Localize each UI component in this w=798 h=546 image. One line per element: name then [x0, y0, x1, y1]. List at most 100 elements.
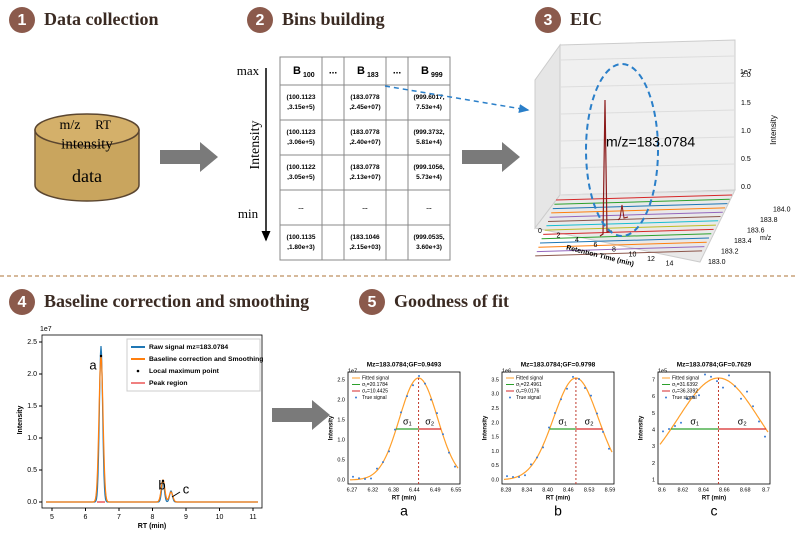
true-signal [662, 430, 664, 433]
x-tick: 12 [647, 256, 655, 263]
peak-annotation: a [89, 357, 97, 372]
x-tick-label: 8.46 [563, 487, 574, 493]
sigma-label: σ₁ [403, 416, 412, 426]
y-tick-label: 1.5 [491, 435, 499, 441]
eic-peak [617, 204, 629, 221]
x-axis-label: RT (min) [392, 496, 416, 502]
x-tick-label: 8.34 [521, 487, 532, 493]
y-tick-label: 2.5 [27, 339, 37, 346]
x-tick-label: 8.53 [584, 487, 595, 493]
z-tick: 0.0 [741, 184, 751, 191]
x-tick-label: 8 [151, 514, 155, 521]
x-tick-label: 6.27 [347, 487, 358, 493]
local-max [99, 354, 103, 358]
bin-cell: 3.60e+3) [416, 244, 442, 251]
x-axis-label: RT (min) [138, 523, 166, 530]
legend-label: Fitted signal [516, 375, 543, 381]
sigma-label: σ₂ [585, 416, 595, 426]
true-signal [358, 477, 360, 480]
x-tick-label: 8.40 [542, 487, 553, 493]
bin-cell: 7.53e+4) [416, 104, 442, 111]
true-signal [584, 387, 586, 390]
true-signal [608, 447, 610, 450]
true-signal [518, 475, 520, 478]
legend-box [126, 338, 261, 392]
y-axis-label: Intensity [329, 415, 335, 440]
y-axis-label: Intensity [483, 415, 489, 440]
x-tick: 10 [629, 251, 637, 258]
bin-cell: ,2.15e+03) [349, 244, 380, 251]
grid-line [559, 163, 736, 169]
smoothed-signal [46, 355, 258, 503]
y-tick-label: 2 [652, 461, 655, 467]
sigma-label: σ₂ [738, 416, 748, 426]
flow-arrow [272, 400, 330, 430]
bin-cell: (100.1122 [287, 164, 316, 171]
true-signal [602, 430, 604, 433]
z-tick: 1.0 [741, 128, 751, 135]
x-tick: 2 [557, 233, 561, 240]
y-tick-label: 3.0 [491, 392, 499, 398]
true-signal [412, 384, 414, 387]
x-tick: 0 [538, 228, 542, 235]
true-signal [560, 398, 562, 401]
legend-label: Raw signal mz=183.0784 [149, 344, 228, 351]
step-number: 1 [18, 12, 27, 29]
bin-cell: (999.0535, [413, 234, 444, 241]
true-signal [400, 411, 402, 414]
data-label: intensity [61, 136, 113, 152]
true-signal [740, 397, 742, 400]
bin-header-sub: 999 [431, 72, 443, 79]
bin-cell: 5.73e+4) [416, 174, 442, 181]
bin-cell: ... [426, 204, 432, 211]
z-tick: 2.0 [741, 72, 751, 79]
y-tick: 183.6 [747, 227, 765, 234]
y-axis-label: Intensity [639, 415, 645, 440]
legend-label: True signal [362, 395, 387, 401]
y-axis-label: Intensity [17, 406, 24, 435]
z-tick: 1.5 [741, 100, 751, 107]
x-tick-label: 6.55 [451, 487, 462, 493]
highlight-ellipse [585, 63, 659, 237]
axis-min: min [238, 206, 259, 221]
x-axis-label: RT (min) [546, 496, 570, 502]
bin-cell: (100.1123 [287, 94, 316, 101]
true-signal [596, 412, 598, 415]
fit-title: Mz=183.0784;GF=0.7629 [677, 362, 752, 369]
data-label: RT [95, 117, 111, 132]
caption: b [554, 503, 562, 519]
true-signal [722, 386, 724, 389]
peak-annotation: b [158, 477, 165, 492]
true-signal [710, 375, 712, 378]
link-arrow [384, 85, 530, 113]
data-label: data [72, 166, 102, 186]
x-tick-label: 6.49 [430, 487, 441, 493]
eic-trace [538, 241, 707, 248]
y-tick-label: 0.5 [491, 463, 499, 469]
y-tick: 184.0 [773, 206, 791, 213]
step-number: 5 [368, 294, 377, 311]
true-signal [382, 461, 384, 464]
true-signal [530, 463, 532, 466]
legend-swatch [509, 396, 511, 399]
step-badge [535, 7, 561, 33]
legend-label: Baseline correction and Smoothing [149, 356, 263, 363]
eic-trace [552, 203, 728, 210]
fitted-curve [503, 377, 613, 480]
bin-cell: ,1.80e+3) [287, 244, 315, 251]
bin-header: ... [329, 66, 338, 77]
legend-label: σ₁=22.4961 [516, 382, 542, 388]
eic-trace [544, 224, 716, 231]
legend-label: Fitted signal [672, 375, 699, 381]
eic-peak [599, 99, 613, 237]
true-signal [430, 398, 432, 401]
z-scale: 1e7 [740, 69, 752, 76]
legend-label: Local maximum point [149, 368, 220, 375]
step-title: EIC [570, 9, 602, 29]
y-tick-label: 2.0 [337, 397, 345, 403]
eic-trace [555, 194, 733, 201]
step-title: Goodness of fit [394, 291, 509, 311]
x-axis-label: RT (min) [702, 496, 726, 502]
true-signal [436, 412, 438, 415]
true-signal [746, 390, 748, 393]
